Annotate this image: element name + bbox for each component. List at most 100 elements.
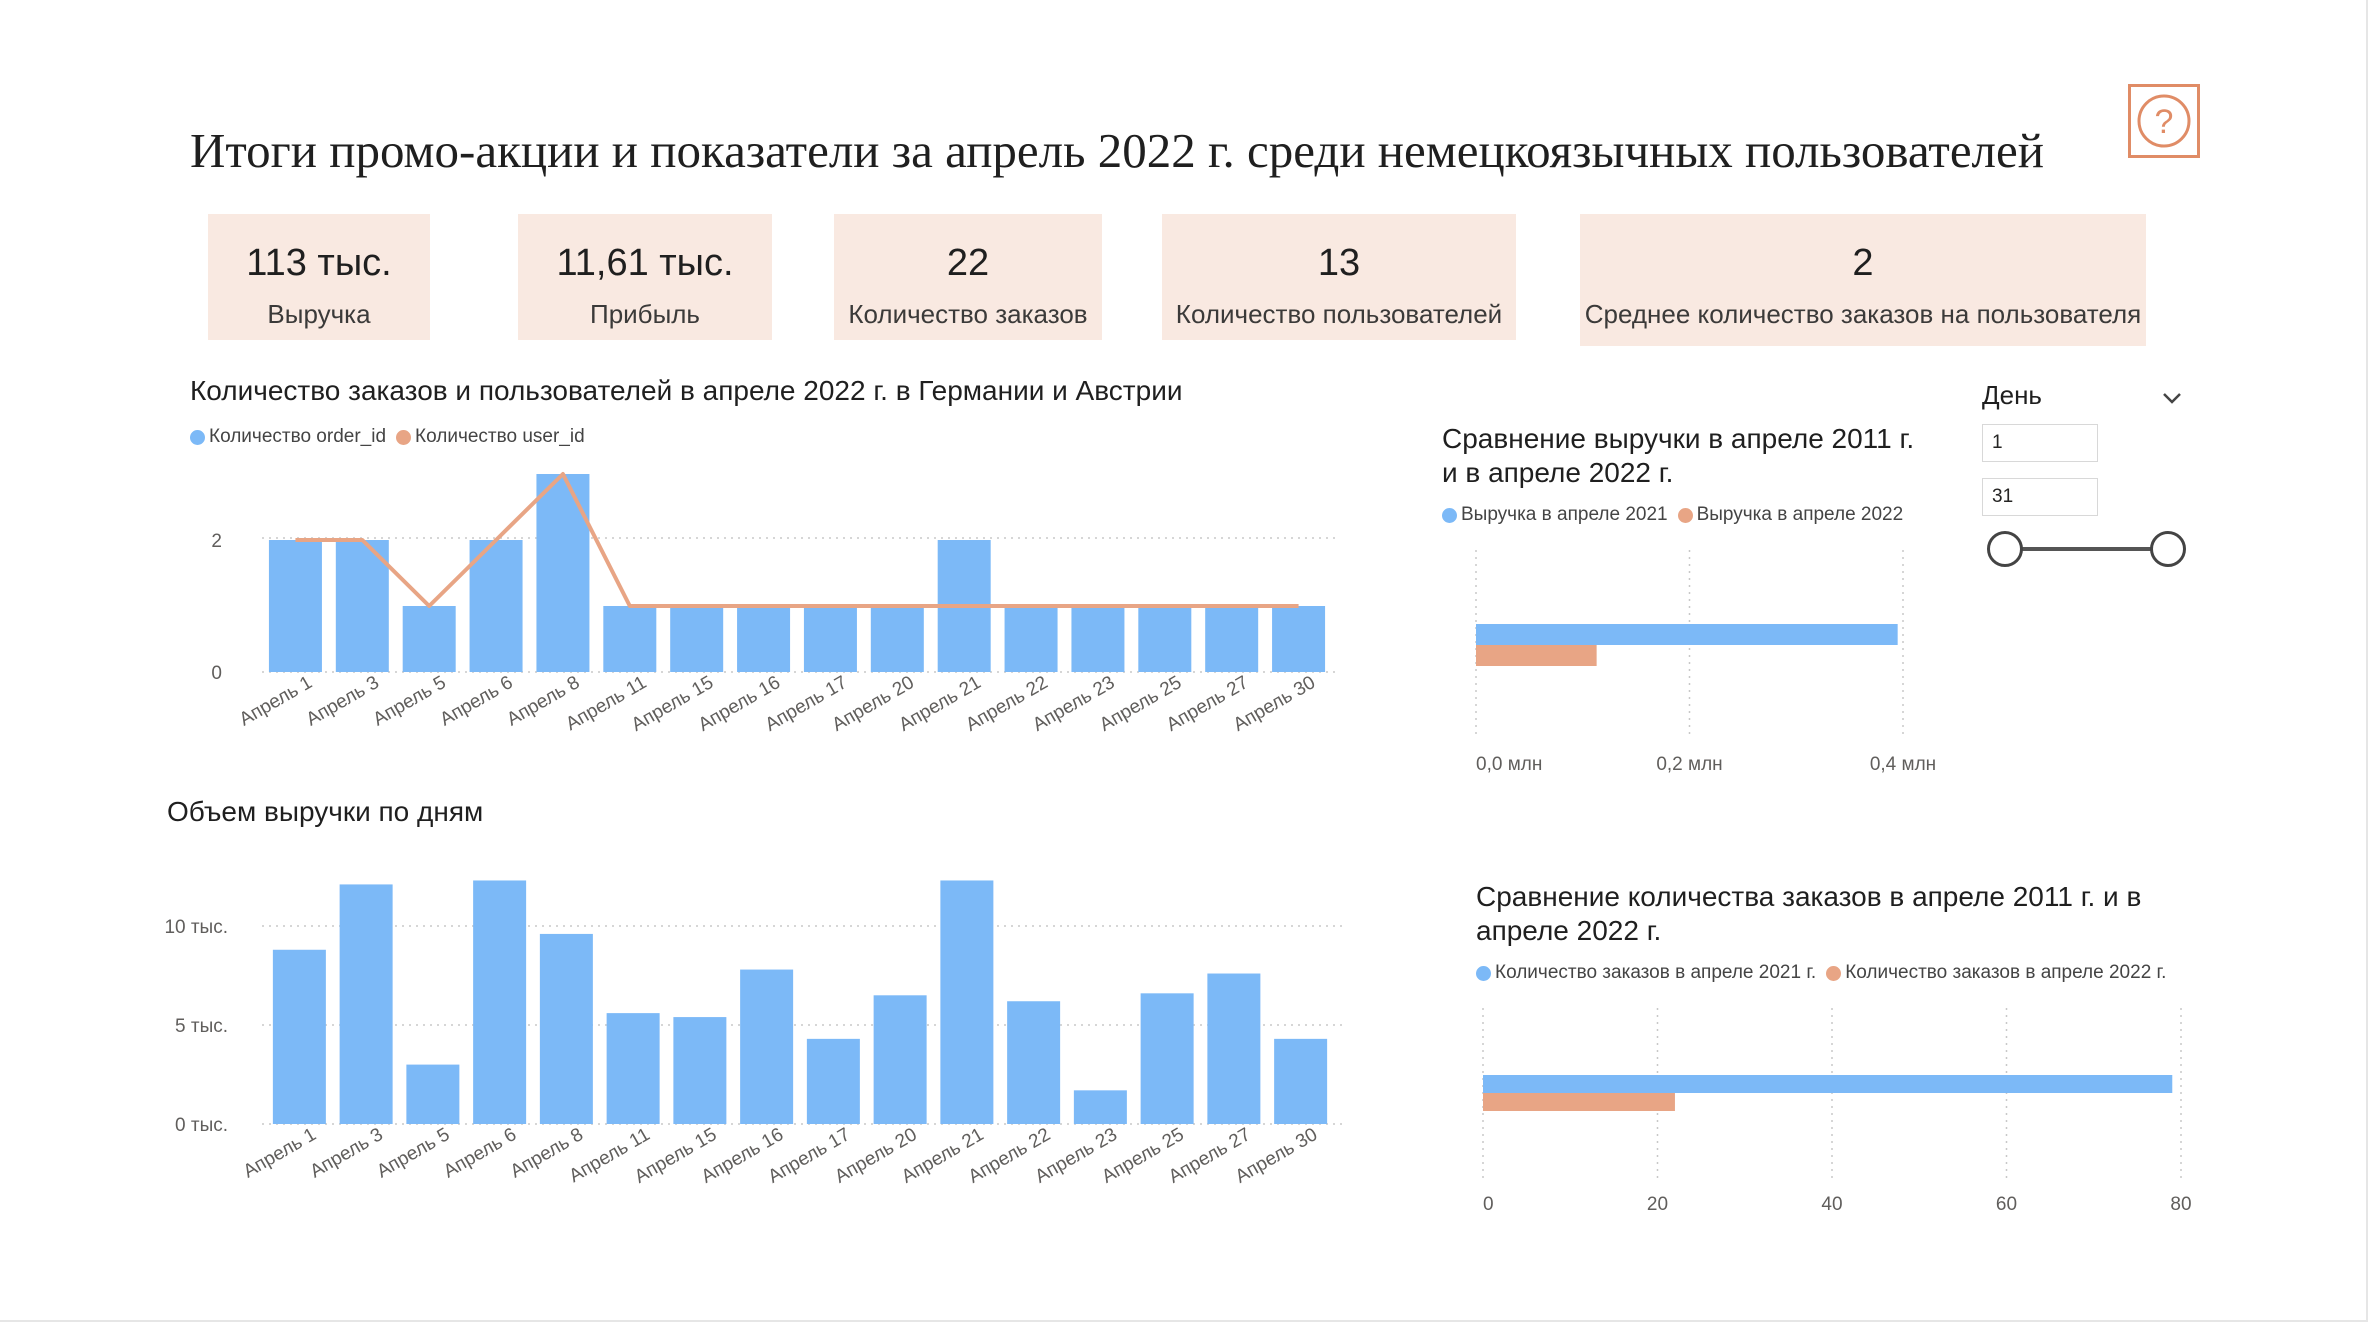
bar (335, 540, 389, 672)
chart-title-line: Сравнение выручки в апреле 2011 г. (1442, 423, 1915, 454)
slicer-handle-start[interactable] (1987, 531, 2023, 567)
kpi-value: 11,61 тыс. (556, 242, 734, 284)
bar (406, 1064, 460, 1124)
slicer-title: День (1982, 380, 2042, 410)
legend-label: Выручка в апреле 2021 (1461, 504, 1668, 525)
x-tick-label: 40 (1821, 1194, 1842, 1215)
bar (1483, 1075, 2173, 1093)
chart-title: Количество заказов и пользователей в апр… (190, 375, 1183, 406)
x-tick-label: 0,4 млн (1870, 754, 1936, 775)
question-circle-icon: ? (2137, 94, 2191, 148)
x-tick-label: 60 (1996, 1194, 2017, 1215)
chart-legend: Количество заказов в апреле 2021 г. Коли… (1476, 962, 2176, 984)
kpi-value: 2 (1852, 242, 1874, 284)
bar (1207, 973, 1261, 1124)
kpi-value: 22 (946, 242, 990, 284)
kpi-card-users: 13 Количество пользователей (1162, 214, 1516, 340)
bar (1476, 645, 1597, 666)
chart-title-line: Сравнение количества заказов в апреле 20… (1476, 881, 2142, 912)
kpi-card-profit: 11,61 тыс. Прибыль (518, 214, 772, 340)
legend-dot-icon (1442, 507, 1457, 523)
bar (1205, 606, 1259, 672)
x-tick-label: 0 (1483, 1194, 1494, 1215)
bar (1274, 1038, 1328, 1124)
legend-dot-icon (396, 429, 412, 445)
legend-item[interactable]: Количество user_id (396, 426, 585, 448)
legend-dot-icon (1826, 965, 1842, 981)
bar (1483, 1093, 1675, 1111)
kpi-label: Выручка (267, 299, 371, 329)
x-tick-label: 80 (2170, 1194, 2191, 1215)
chart-title: Объем выручки по дням (167, 796, 484, 827)
kpi-label: Количество пользователей (1175, 299, 1503, 329)
legend-item[interactable]: Выручка в апреле 2021 (1442, 504, 1668, 526)
bar (1004, 606, 1058, 672)
y-tick-label: 0 (211, 663, 222, 684)
kpi-value: 113 тыс. (246, 242, 392, 284)
legend-dot-icon (190, 429, 205, 445)
bar (469, 540, 523, 672)
bar (272, 949, 326, 1124)
bar (473, 880, 527, 1124)
x-tick-label: 20 (1647, 1194, 1668, 1215)
series-line (295, 472, 1299, 608)
help-button[interactable]: ? (2128, 84, 2200, 158)
legend-label: Количество user_id (415, 426, 585, 447)
kpi-label: Среднее количество заказов на пользовате… (1584, 299, 2142, 329)
slicer-track[interactable] (2008, 547, 2168, 551)
bar (670, 606, 724, 672)
legend-item[interactable]: Выручка в апреле 2022 (1677, 504, 1903, 526)
page-title: Итоги промо-акции и показатели за апрель… (190, 123, 2044, 178)
chart-title: Сравнение количества заказов в апреле 20… (1476, 880, 2141, 948)
bar (1140, 993, 1194, 1124)
chevron-down-icon[interactable] (2158, 384, 2186, 412)
legend-item[interactable]: Количество заказов в апреле 2021 г. (1476, 962, 1816, 984)
chart-legend: Выручка в апреле 2021 Выручка в апреле 2… (1442, 504, 1913, 526)
kpi-value: 13 (1317, 242, 1361, 284)
kpi-card-orders: 22 Количество заказов (834, 214, 1102, 340)
legend-item[interactable]: Количество order_id (190, 426, 386, 448)
chart-title: Сравнение выручки в апреле 2011 г. и в а… (1442, 422, 1914, 490)
bar (873, 995, 927, 1124)
bar (940, 880, 994, 1124)
bar (740, 969, 794, 1124)
legend-label: Количество заказов в апреле 2021 г. (1495, 962, 1817, 983)
bar (806, 1038, 860, 1124)
bar (1138, 606, 1192, 672)
y-tick-label: 0 тыс. (175, 1115, 228, 1136)
bar (603, 606, 657, 672)
y-tick-label: 2 (211, 531, 222, 552)
bar (870, 606, 924, 672)
bar (737, 606, 791, 672)
bar (1007, 1001, 1061, 1124)
chart-legend: Количество order_id Количество user_id (190, 426, 595, 448)
legend-dot-icon (1476, 965, 1491, 981)
slicer-from-input[interactable]: 1 (1982, 424, 2098, 462)
kpi-label: Количество заказов (848, 299, 1088, 329)
svg-text:?: ? (2155, 103, 2174, 141)
x-tick-label: 0,2 млн (1656, 754, 1722, 775)
slicer-handle-end[interactable] (2150, 531, 2186, 567)
bar (673, 1017, 727, 1124)
slicer-to-input[interactable]: 31 (1982, 478, 2098, 516)
bar (339, 884, 393, 1124)
chart-title-line: апреле 2022 г. (1476, 915, 1662, 946)
bar (268, 540, 322, 672)
kpi-label: Прибыль (590, 299, 700, 329)
legend-label: Количество order_id (209, 426, 387, 447)
bar (606, 1013, 660, 1124)
bar (1272, 606, 1326, 672)
y-tick-label: 10 тыс. (164, 917, 228, 938)
bar (1073, 1090, 1127, 1124)
bar (539, 933, 593, 1124)
bar (402, 606, 456, 672)
legend-dot-icon (1677, 507, 1693, 523)
bar (1071, 606, 1125, 672)
legend-item[interactable]: Количество заказов в апреле 2022 г. (1826, 962, 2166, 984)
y-tick-label: 5 тыс. (175, 1016, 228, 1037)
